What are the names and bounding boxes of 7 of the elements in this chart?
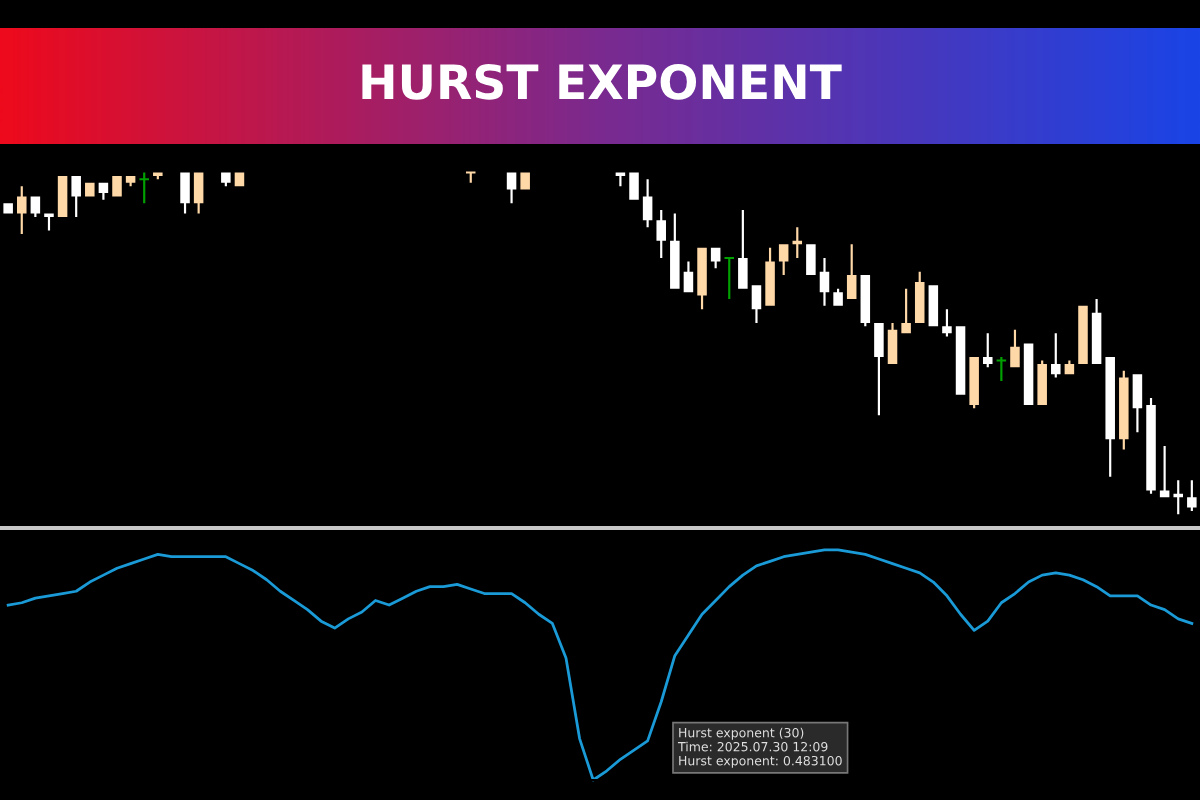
candlestick: [942, 309, 952, 337]
candlestick: [3, 203, 13, 214]
candlestick: [465, 171, 476, 183]
chart-title: HURST EXPONENT: [362, 63, 842, 100]
candlestick: [996, 357, 1007, 382]
candlestick: [724, 256, 735, 299]
candlestick: [17, 186, 27, 235]
